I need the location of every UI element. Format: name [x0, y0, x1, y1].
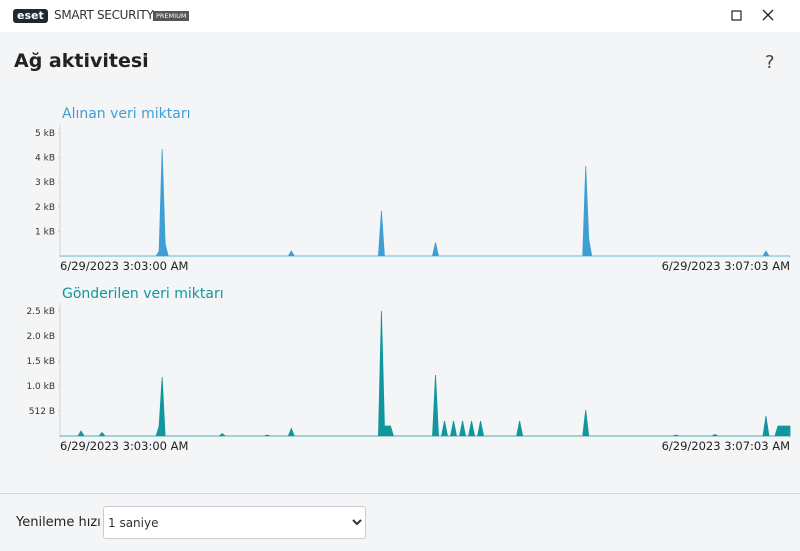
- x-tick-label: 6/29/2023 3:03:00 AM: [60, 439, 188, 453]
- maximize-button[interactable]: [731, 10, 742, 21]
- y-tick-label: 1.5 kB: [26, 357, 55, 367]
- logo: eset: [13, 9, 48, 23]
- y-tick-label: 1 kB: [35, 227, 55, 237]
- y-tick-label: 3 kB: [35, 178, 55, 188]
- window-controls: [731, 9, 774, 21]
- charts: Alınan veri miktarı 1 kB 2 kB 3 kB 4 kB 5 kB 6…: [26, 106, 791, 453]
- product-name: SMART SECURITY: [54, 8, 154, 22]
- chart-title: Gönderilen veri miktarı: [62, 286, 224, 302]
- edition-badge: PREMIUM: [153, 11, 190, 21]
- y-tick-label: 1.0 kB: [26, 382, 55, 392]
- x-tick-label: 6/29/2023 3:03:00 AM: [60, 259, 188, 273]
- close-button[interactable]: [762, 9, 774, 21]
- y-tick-label: 2 kB: [35, 203, 55, 213]
- page-title: Ağ aktivitesi: [14, 50, 149, 72]
- y-tick-label: 512 B: [29, 407, 55, 417]
- x-tick-label: 6/29/2023 3:07:03 AM: [662, 439, 790, 453]
- footer: Yenileme hızı 1 saniye: [0, 493, 800, 551]
- area: [60, 148, 790, 257]
- y-tick-label: 2.5 kB: [26, 307, 55, 317]
- y-tick-label: 4 kB: [35, 154, 55, 164]
- area: [60, 310, 791, 437]
- title-bar: eset SMART SECURITY PREMIUM: [0, 0, 800, 32]
- y-tick-label: 2.0 kB: [26, 332, 55, 342]
- refresh-label: Yenileme hızı: [16, 515, 101, 530]
- help-button[interactable]: ?: [765, 52, 775, 73]
- chart-title: Alınan veri miktarı: [62, 106, 190, 122]
- x-tick-label: 6/29/2023 3:07:03 AM: [662, 259, 790, 273]
- refresh-select[interactable]: 1 saniye: [103, 506, 366, 539]
- y-tick-label: 5 kB: [35, 129, 55, 139]
